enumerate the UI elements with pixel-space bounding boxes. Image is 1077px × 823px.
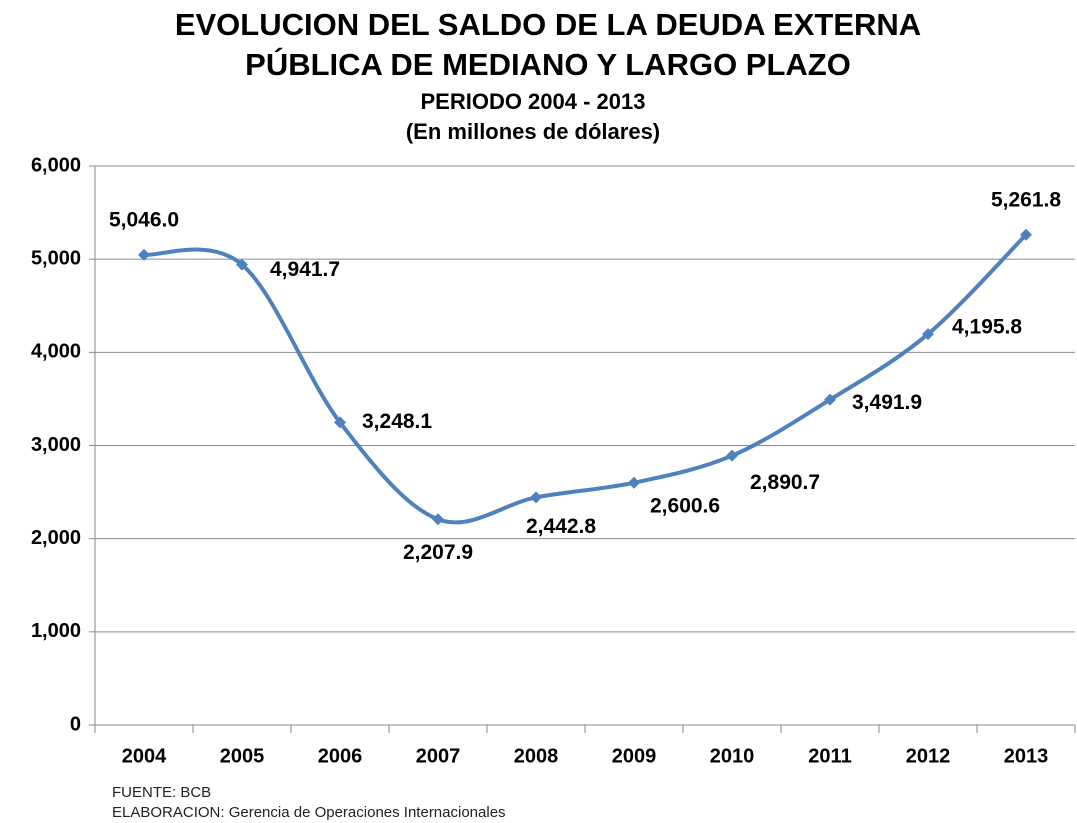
data-label: 3,491.9 <box>852 391 922 414</box>
y-tick-label: 3,000 <box>31 434 81 456</box>
marker <box>138 248 150 261</box>
data-label: 3,248.1 <box>362 410 432 433</box>
x-tick-label: 2006 <box>318 745 363 767</box>
chart-title: PÚBLICA DE MEDIANO Y LARGO PLAZO <box>245 46 851 82</box>
data-label: 4,195.8 <box>952 316 1022 339</box>
chart-subtitle: PERIODO 2004 - 2013 <box>420 89 645 114</box>
y-tick-label: 2,000 <box>31 527 81 549</box>
marker <box>824 393 836 406</box>
y-tick-label: 6,000 <box>31 154 81 176</box>
y-tick-label: 0 <box>70 713 81 735</box>
y-tick-label: 1,000 <box>31 620 81 642</box>
y-tick-label: 5,000 <box>31 247 81 269</box>
marker <box>726 449 738 462</box>
x-tick-label: 2011 <box>808 745 851 767</box>
marker <box>334 416 346 429</box>
y-tick-label: 4,000 <box>31 341 81 363</box>
data-label: 2,890.7 <box>750 471 820 494</box>
data-label: 2,207.9 <box>403 541 473 564</box>
chart-title: EVOLUCION DEL SALDO DE LA DEUDA EXTERNA <box>175 7 921 42</box>
x-tick-label: 2012 <box>906 745 951 767</box>
x-tick-label: 2007 <box>416 745 461 767</box>
marker <box>628 476 640 489</box>
data-label: 4,941.7 <box>270 258 340 281</box>
line <box>143 233 1028 525</box>
x-tick-label: 2009 <box>612 745 657 767</box>
data-label: 5,261.8 <box>991 188 1061 211</box>
marker <box>1020 228 1032 241</box>
source-note: ELABORACION: Gerencia de Operaciones Int… <box>112 804 506 821</box>
marker <box>922 328 934 341</box>
x-tick-label: 2004 <box>122 745 167 767</box>
data-label: 2,442.8 <box>526 515 596 538</box>
x-tick-label: 2005 <box>220 745 265 767</box>
marker <box>432 513 444 526</box>
x-tick-label: 2010 <box>710 745 755 767</box>
x-tick-label: 2013 <box>1004 745 1049 767</box>
data-label: 2,600.6 <box>650 494 720 517</box>
source-note: FUENTE: BCB <box>112 784 211 801</box>
x-tick-label: 2008 <box>514 745 559 767</box>
marker <box>530 491 542 504</box>
marker <box>236 258 248 271</box>
chart-subtitle: (En millones de dólares) <box>406 119 660 144</box>
data-label: 5,046.0 <box>109 208 179 231</box>
